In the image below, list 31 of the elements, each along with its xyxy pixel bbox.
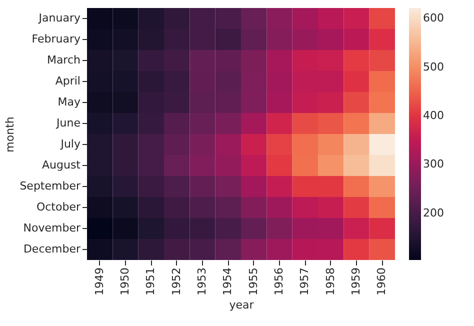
y-tick-label: January: [38, 12, 81, 24]
x-tick-label: 1957: [298, 268, 312, 296]
y-tick-label: May: [58, 96, 81, 108]
y-tick-label: October: [36, 200, 81, 214]
x-tick-label: 1960: [375, 268, 388, 296]
x-tick-label: 1959: [350, 268, 362, 296]
x-tick-label: 1952: [170, 268, 183, 296]
color-bar-label: 300: [423, 158, 444, 171]
color-bar-label: 200: [423, 206, 444, 220]
color-bar-label: 600: [423, 12, 444, 25]
x-tick-label: 1955: [246, 268, 260, 296]
color-bar-label: 500: [423, 60, 444, 74]
x-axis-title: year: [229, 298, 254, 312]
x-tick-label: 1958: [324, 268, 337, 296]
x-tick-label: 1951: [144, 268, 158, 296]
x-tick-label: 1956: [272, 268, 286, 296]
y-tick-label: February: [32, 32, 81, 46]
x-tick-label: 1953: [196, 268, 208, 296]
y-tick-label: December: [23, 242, 81, 256]
y-axis-title: month: [4, 116, 17, 152]
y-tick-label: June: [56, 116, 81, 130]
y-tick-label: November: [23, 222, 81, 234]
x-tick-label: 1949: [92, 268, 106, 296]
color-bar-label: 400: [423, 109, 444, 122]
x-tick-label: 1950: [118, 268, 132, 296]
y-tick-label: September: [20, 180, 81, 192]
y-tick-label: August: [42, 158, 82, 172]
y-tick-label: July: [60, 138, 81, 150]
y-tick-label: April: [55, 74, 80, 88]
y-tick-label: March: [46, 54, 81, 66]
x-tick-label: 1954: [221, 268, 234, 296]
